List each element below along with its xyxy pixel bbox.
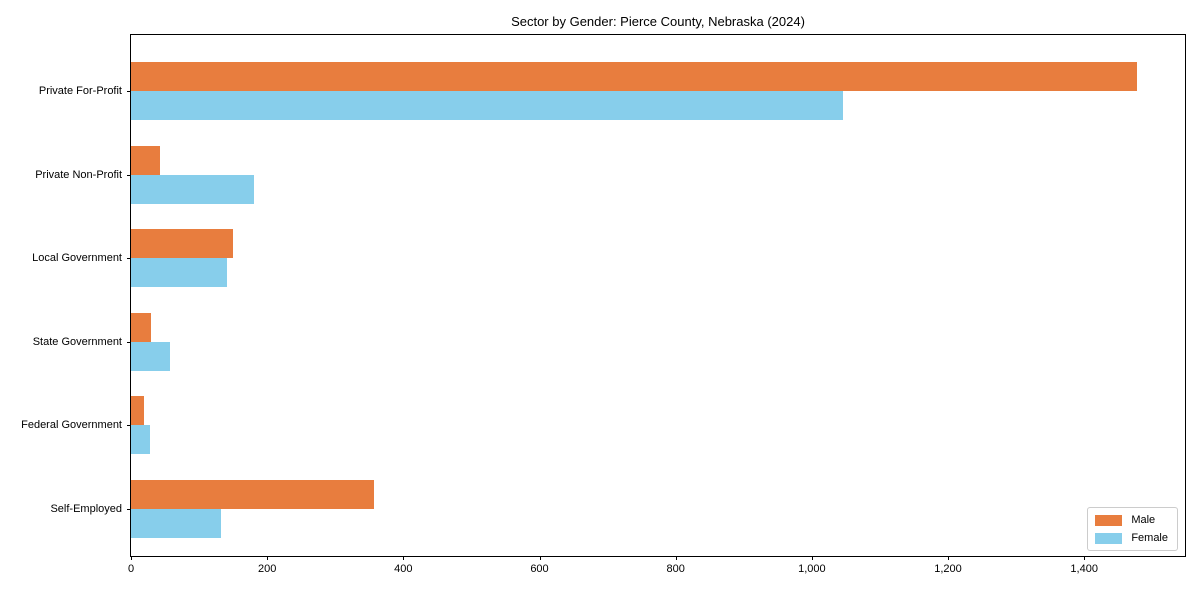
xtick-label-4: 800 <box>666 563 685 575</box>
bar-female-3 <box>131 341 170 371</box>
bar-female-0 <box>131 91 844 120</box>
ytick-label-0: Private For-Profit <box>38 85 122 97</box>
xtick-mark-6 <box>948 556 950 560</box>
xtick-label-6: 1,200 <box>934 563 962 575</box>
bar-female-5 <box>131 509 221 538</box>
xtick-mark-0 <box>131 556 132 560</box>
plot-area: Private For-Profit Private Non-Profit Loca… <box>21 34 1186 575</box>
xtick-mark-4 <box>675 556 677 560</box>
xtick-mark-7 <box>1084 556 1086 560</box>
ytick-label-1: Private Non-Profit <box>35 168 122 181</box>
bar-female-1 <box>131 174 255 204</box>
ytick-label-3: State Government <box>32 335 122 348</box>
bar-male-5 <box>131 480 375 509</box>
ytick-label-5: Self-Employed <box>50 503 122 515</box>
female-series-swatch-icon <box>1095 532 1123 544</box>
xtick-mark-5 <box>811 556 813 560</box>
bar-female-4 <box>131 425 151 455</box>
xtick-label-1: 200 <box>257 563 277 575</box>
xtick-label-3: 600 <box>530 563 549 575</box>
bar-male-4 <box>131 396 144 426</box>
ytick-label-4: Federal Government <box>21 419 122 432</box>
ytick-mark-1 <box>127 174 131 176</box>
xtick-label-5: 1,000 <box>798 563 826 575</box>
bar-male-0 <box>131 62 1137 91</box>
ytick-mark-2 <box>127 258 131 260</box>
legend-label-male: Male <box>1131 514 1156 526</box>
ytick-mark-3 <box>127 341 131 343</box>
xtick-label-7: 1,400 <box>1070 563 1098 575</box>
bar-male-1 <box>131 145 161 175</box>
ytick-mark-0 <box>127 91 131 92</box>
xtick-mark-3 <box>539 556 541 560</box>
xtick-mark-1 <box>267 556 269 560</box>
legend-entry-female: Female <box>1095 532 1168 544</box>
legend: Male Female <box>1087 507 1178 551</box>
legend-label-female: Female <box>1131 532 1168 544</box>
legend-entry-male: Male <box>1095 514 1168 526</box>
ytick-mark-4 <box>127 425 131 427</box>
ytick-label-2: Local Government <box>32 252 122 265</box>
chart-title: Sector by Gender: Pierce County, Nebrask… <box>511 14 805 29</box>
xtick-label-0: 0 <box>127 563 135 575</box>
xtick-label-2: 400 <box>394 563 413 575</box>
xtick-mark-2 <box>403 556 405 560</box>
male-series-swatch-icon <box>1095 514 1123 526</box>
bar-male-3 <box>131 312 151 342</box>
bar-female-2 <box>131 258 227 288</box>
ytick-mark-5 <box>127 509 131 510</box>
bar-male-2 <box>131 229 234 259</box>
